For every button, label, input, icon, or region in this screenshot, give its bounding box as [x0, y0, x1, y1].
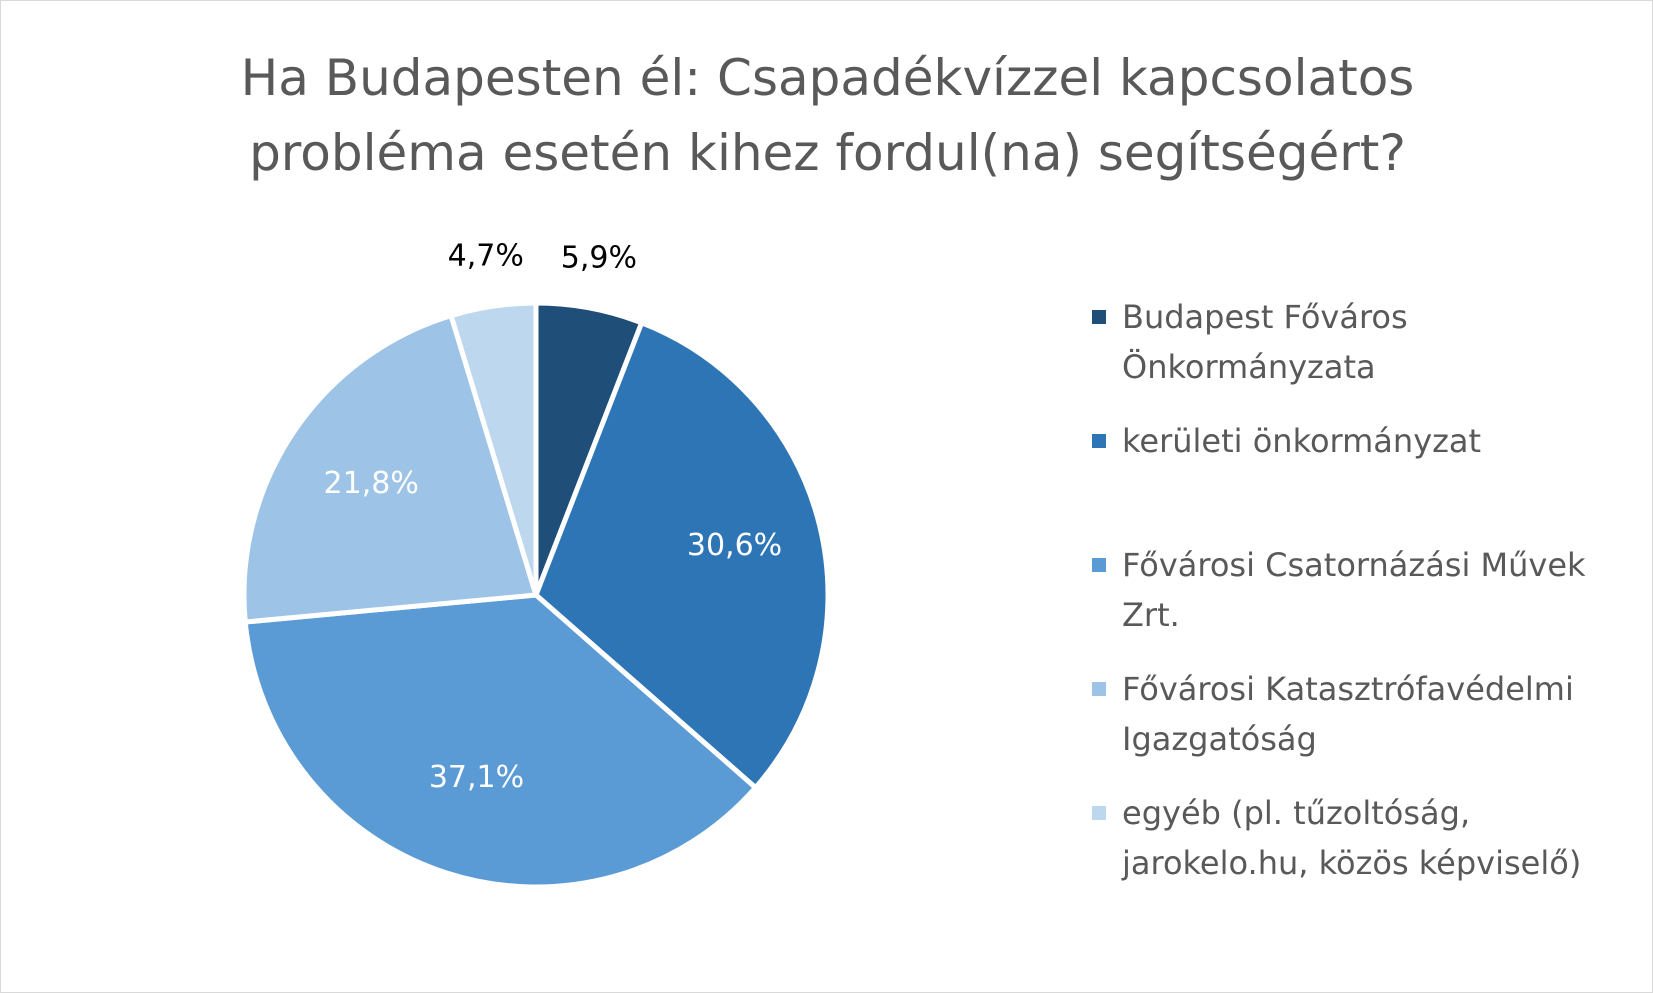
- legend-label-line: kerületi önkormányzat: [1122, 422, 1482, 460]
- data-label-budapest-fovaros: 5,9%: [561, 241, 637, 276]
- legend-item-fcsm: Fővárosi Csatornázási Művek Zrt.: [1092, 540, 1602, 640]
- legend-label-line: jarokelo.hu, közös képviselő): [1122, 844, 1582, 882]
- data-label-egyeb: 4,7%: [448, 239, 524, 274]
- legend-item-keruleti: kerületi önkormányzat: [1092, 416, 1602, 466]
- legend-label-line: Fővárosi Csatornázási Művek: [1122, 546, 1586, 584]
- legend-label-line: Zrt.: [1122, 596, 1180, 634]
- legend-item-budapest-fovaros: Budapest Főváros Önkormányzata: [1092, 292, 1602, 392]
- legend-label-line: Fővárosi Katasztrófavédelmi: [1122, 670, 1574, 708]
- pie-slice-egyeb: [448, 300, 539, 598]
- legend-item-katasztrofavedelem: Fővárosi Katasztrófavédelmi Igazgatóság: [1092, 664, 1602, 764]
- legend-label: egyéb (pl. tűzoltóság, jarokelo.hu, közö…: [1122, 788, 1602, 888]
- pie-data-labels: 5,9% 30,6% 37,1% 21,8% 4,7%: [324, 239, 783, 795]
- legend-label: Fővárosi Csatornázási Művek Zrt.: [1122, 540, 1602, 640]
- legend-swatch: [1092, 682, 1106, 696]
- legend-label-line: Önkormányzata: [1122, 348, 1376, 386]
- legend-swatch: [1092, 310, 1106, 324]
- legend-swatch: [1092, 434, 1106, 448]
- chart-title-line-1: Ha Budapesten él: Csapadékvízzel kapcsol…: [240, 49, 1415, 107]
- pie-slices: [241, 300, 831, 890]
- pie-slice-katasztrofavedelem: [241, 313, 539, 625]
- pie-slice-fcsm: [242, 592, 758, 890]
- legend-label: Budapest Főváros Önkormányzata: [1122, 292, 1602, 392]
- pie-slice-keruleti: [533, 320, 831, 791]
- chart-title: Ha Budapesten él: Csapadékvízzel kapcsol…: [1, 41, 1653, 191]
- legend-label: Fővárosi Katasztrófavédelmi Igazgatóság: [1122, 664, 1602, 764]
- data-label-katasztrofavedelem: 21,8%: [324, 466, 419, 501]
- legend-swatch: [1092, 558, 1106, 572]
- legend-label-line: Budapest Főváros: [1122, 298, 1408, 336]
- legend-item-egyeb: egyéb (pl. tűzoltóság, jarokelo.hu, közö…: [1092, 788, 1602, 888]
- legend-label: kerületi önkormányzat: [1122, 416, 1602, 466]
- legend-swatch: [1092, 806, 1106, 820]
- data-label-fcsm: 37,1%: [429, 760, 524, 795]
- chart-title-line-2: probléma esetén kihez fordul(na) segítsé…: [249, 124, 1406, 182]
- data-label-keruleti: 30,6%: [687, 528, 782, 563]
- legend-label-line: egyéb (pl. tűzoltóság,: [1122, 794, 1471, 832]
- legend-label-line: Igazgatóság: [1122, 720, 1317, 758]
